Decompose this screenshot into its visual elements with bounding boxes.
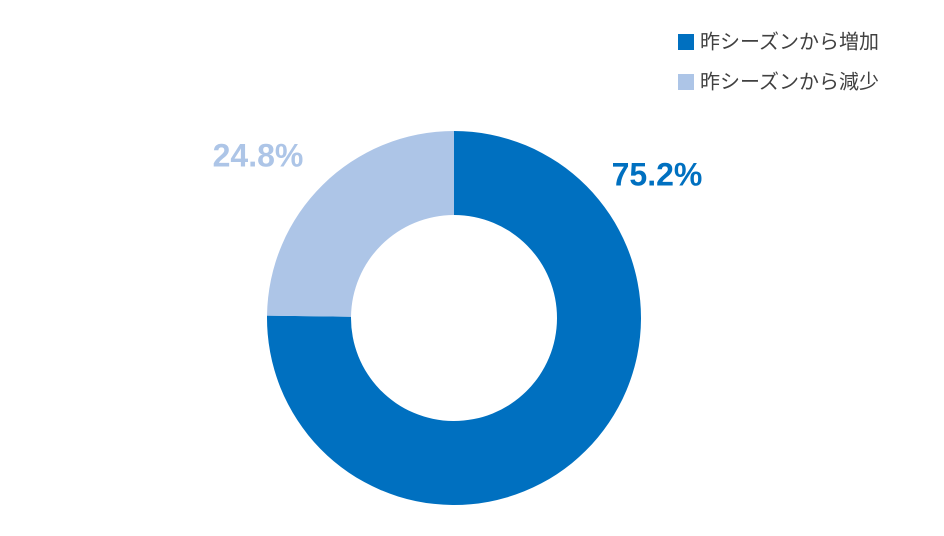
legend-swatch [678,74,694,90]
legend-swatch [678,34,694,50]
legend-text: 昨シーズンから減少 [700,70,879,94]
value-label: 24.8% [213,137,304,173]
value-label: 75.2% [612,156,703,192]
donut-slice [267,131,641,506]
legend-text: 昨シーズンから増加 [700,30,879,54]
donut-slice [267,131,454,317]
